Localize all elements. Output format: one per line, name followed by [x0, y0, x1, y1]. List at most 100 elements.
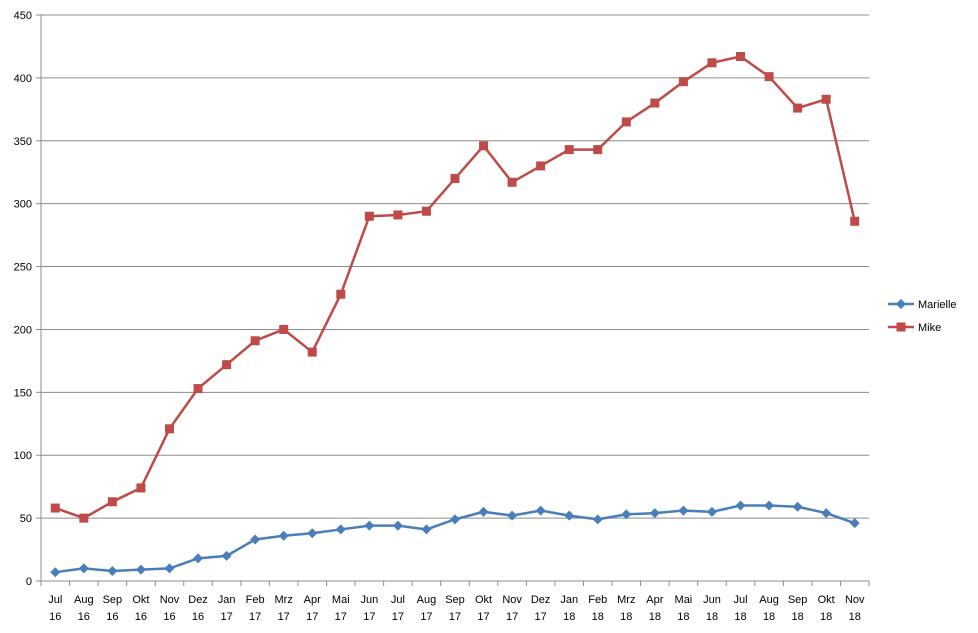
- point: [421, 524, 432, 535]
- point: [164, 424, 174, 434]
- x-tick-label: Mrz 17: [275, 594, 293, 623]
- x-tick-label-line: 17: [306, 611, 318, 623]
- x-tick-label-line: 17: [249, 611, 261, 623]
- x-tick-label: Mrz 18: [617, 594, 635, 623]
- point: [392, 520, 403, 531]
- x-tick-label: Jul 16: [48, 594, 62, 623]
- point: [250, 336, 260, 346]
- point: [250, 534, 261, 545]
- x-tick-label: Jan 17: [218, 594, 236, 623]
- point: [193, 553, 204, 564]
- point: [621, 117, 631, 127]
- x-tick-label: Jan 18: [560, 594, 578, 623]
- x-tick-label-line: Dez: [531, 594, 551, 606]
- point: [393, 210, 403, 220]
- x-tick-label: Apr 17: [304, 594, 321, 623]
- y-tick-label: 100: [14, 450, 32, 462]
- x-tick-label-line: Apr: [646, 594, 663, 606]
- point: [650, 98, 660, 108]
- x-tick-label-line: 17: [220, 611, 232, 623]
- point: [307, 347, 317, 357]
- x-tick-label-line: 18: [791, 611, 803, 623]
- point: [793, 103, 803, 113]
- point: [450, 174, 460, 184]
- x-tick-label: Jun 18: [703, 594, 721, 623]
- x-tick-label-line: 17: [420, 611, 432, 623]
- point: [621, 509, 632, 520]
- point: [335, 524, 346, 535]
- x-tick-label-line: Aug: [759, 594, 779, 606]
- x-tick-label-line: 17: [363, 611, 375, 623]
- point: [479, 141, 489, 151]
- x-tick-label-line: 16: [163, 611, 175, 623]
- x-tick-label-line: 18: [649, 611, 661, 623]
- x-tick-label-line: Mai: [332, 594, 350, 606]
- point: [821, 94, 831, 104]
- point: [507, 177, 517, 187]
- x-tick-label-line: Jul: [48, 594, 62, 606]
- x-tick-label-line: 18: [820, 611, 832, 623]
- point: [164, 563, 175, 574]
- y-tick-label: 350: [14, 136, 32, 148]
- x-tick-label-line: 18: [592, 611, 604, 623]
- x-tick-label-line: 18: [563, 611, 575, 623]
- point: [535, 505, 546, 516]
- x-tick-label: Nov 16: [160, 594, 180, 623]
- x-tick-label: Sep 16: [103, 594, 123, 623]
- x-tick-label: Aug 16: [74, 594, 94, 623]
- point: [107, 497, 117, 507]
- point: [79, 513, 89, 523]
- x-tick-label-line: 18: [677, 611, 689, 623]
- y-tick-label: 150: [14, 387, 32, 399]
- x-tick-label-line: 16: [192, 611, 204, 623]
- point: [821, 508, 832, 519]
- y-tick-label: 450: [14, 10, 32, 22]
- point: [450, 514, 460, 525]
- y-tick-label: 300: [14, 199, 32, 211]
- x-tick-label-line: 18: [620, 611, 632, 623]
- x-tick-label-line: Nov: [502, 594, 522, 606]
- x-tick-label: Okt 17: [475, 594, 492, 623]
- x-tick-label: Feb 17: [246, 594, 265, 623]
- x-tick-label-line: Aug: [74, 594, 94, 606]
- point: [849, 518, 860, 529]
- x-tick-label: Aug 18: [759, 594, 779, 623]
- point: [135, 564, 146, 575]
- x-tick-label-line: Mai: [675, 594, 693, 606]
- point: [421, 206, 431, 216]
- x-tick-label: Aug 17: [417, 594, 437, 623]
- x-tick-label: Sep 17: [445, 594, 465, 623]
- x-tick-label: Dez 16: [188, 594, 208, 623]
- point: [478, 506, 489, 517]
- point: [593, 145, 603, 155]
- x-tick-label-line: 17: [278, 611, 290, 623]
- point: [193, 384, 203, 394]
- x-tick-label: Jul 18: [733, 594, 747, 623]
- point: [706, 506, 717, 517]
- x-tick-label-line: 16: [78, 611, 90, 623]
- x-tick-label-line: Sep: [103, 594, 123, 606]
- x-tick-label: Mai 18: [675, 594, 693, 623]
- point: [78, 563, 89, 574]
- x-tick-label-line: Okt: [818, 594, 835, 606]
- x-tick-label: Mai 17: [332, 594, 350, 623]
- x-tick-label: Sep 18: [788, 594, 808, 623]
- point: [136, 483, 146, 493]
- x-tick-label: Nov 17: [502, 594, 522, 623]
- point: [896, 299, 906, 309]
- x-tick-label-line: Jan: [560, 594, 578, 606]
- point: [592, 514, 603, 525]
- y-tick-label: 200: [14, 324, 32, 336]
- x-tick-label-line: 18: [763, 611, 775, 623]
- x-tick-label-line: 18: [734, 611, 746, 623]
- point: [221, 550, 232, 561]
- x-tick-label-line: 17: [392, 611, 404, 623]
- point: [678, 505, 689, 516]
- x-tick-label-line: 18: [706, 611, 718, 623]
- x-tick-label-line: Feb: [588, 594, 607, 606]
- x-tick-label: Jun 17: [360, 594, 378, 623]
- point: [107, 565, 118, 576]
- point: [764, 500, 775, 511]
- x-tick-label-line: 17: [506, 611, 518, 623]
